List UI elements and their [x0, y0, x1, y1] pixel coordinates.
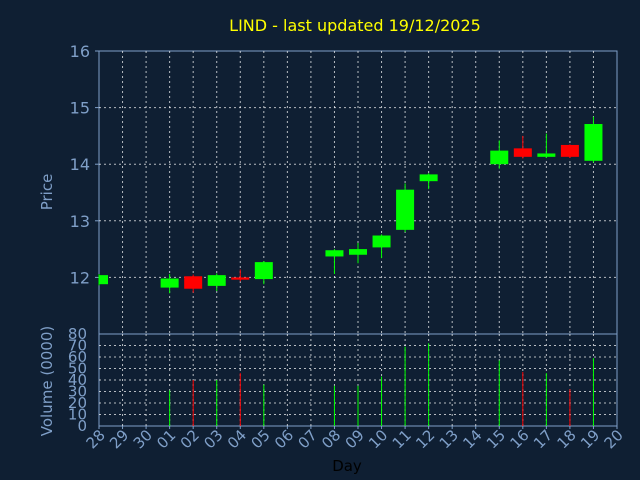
x-tick-label: 07 — [295, 426, 321, 452]
volume-tick-label: 30 — [68, 383, 87, 401]
x-tick-label: 12 — [412, 426, 438, 452]
candle-body — [372, 235, 391, 248]
candle-body — [490, 150, 509, 165]
x-tick-label: 30 — [130, 426, 156, 452]
candle-body — [184, 276, 203, 289]
price-tick-label: 16 — [70, 42, 90, 61]
x-tick-label: 20 — [601, 426, 627, 452]
x-tick-label: 13 — [436, 426, 462, 452]
volume-tick-label: 70 — [68, 337, 87, 355]
volume-axis-label: Volume (0000) — [38, 326, 56, 436]
volume-tick-label: 40 — [68, 371, 87, 389]
x-tick-label: 10 — [365, 426, 391, 452]
x-tick-label: 11 — [389, 426, 415, 452]
x-tick-label: 09 — [342, 426, 368, 452]
candle-body — [537, 153, 556, 157]
x-tick-label: 15 — [483, 426, 509, 452]
candle-body — [231, 277, 250, 280]
x-tick-label: 19 — [577, 426, 603, 452]
candle-body — [254, 262, 273, 280]
x-tick-label: 29 — [106, 426, 132, 452]
x-tick-label: 08 — [318, 426, 344, 452]
x-tick-label: 01 — [153, 426, 179, 452]
x-axis-label: Day — [332, 457, 362, 475]
candle-body — [419, 174, 438, 182]
candle-body — [513, 148, 532, 157]
volume-tick-label: 50 — [68, 360, 87, 378]
x-tick-label: 17 — [530, 426, 556, 452]
x-tick-label: 18 — [554, 426, 580, 452]
x-tick-label: 05 — [247, 426, 273, 452]
chart-title: LIND - last updated 19/12/2025 — [229, 16, 481, 35]
x-tick-label: 16 — [506, 426, 532, 452]
price-tick-label: 12 — [70, 268, 90, 287]
volume-tick-label: 10 — [68, 406, 87, 424]
candle-body — [160, 278, 179, 288]
candle-body — [99, 275, 108, 285]
volume-tick-label: 80 — [68, 325, 87, 343]
price-tick-label: 14 — [70, 155, 90, 174]
price-panel: 12 13 14 15 16 — [70, 42, 618, 335]
price-axis-label: Price — [38, 174, 56, 211]
volume-tick-label: 60 — [68, 348, 87, 366]
x-tick-label: 02 — [177, 426, 203, 452]
price-tick-label: 15 — [70, 99, 90, 118]
candle-body — [584, 124, 603, 161]
x-tick-label: 03 — [200, 426, 226, 452]
price-tick-label: 13 — [70, 212, 90, 231]
candle-body — [349, 249, 367, 255]
x-tick-label: 14 — [459, 426, 485, 452]
candle-body — [560, 144, 579, 157]
candle-body — [396, 189, 415, 230]
x-tick-label: 04 — [224, 426, 250, 452]
x-axis: 2829300102030405060708091011121314151617… — [83, 426, 627, 452]
candle-body — [207, 275, 226, 286]
volume-tick-label: 0 — [77, 417, 87, 435]
candle-body — [325, 250, 344, 257]
volume-tick-label: 20 — [68, 394, 87, 412]
x-tick-label: 06 — [271, 426, 297, 452]
